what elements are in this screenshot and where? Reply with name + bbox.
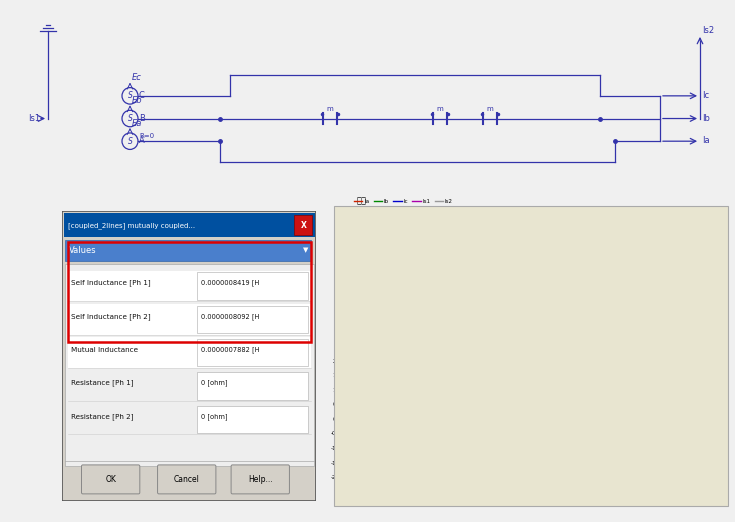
Text: R=0: R=0 [139,133,154,139]
Text: Self Inductance [Ph 1]: Self Inductance [Ph 1] [71,280,151,287]
Bar [68,371,311,401]
Bar [68,337,311,368]
Text: Help...: Help... [248,475,273,484]
Text: m: m [437,106,443,112]
Text: S: S [128,114,132,123]
Bar [65,240,311,260]
Text: S: S [128,137,132,146]
Text: Ec: Ec [132,74,142,82]
Text: m: m [487,106,493,112]
Bar [68,304,311,335]
FancyBboxPatch shape [231,465,290,494]
Text: Ia: Ia [702,136,709,145]
Bar [197,406,309,433]
Text: Is1: Is1 [28,114,40,123]
Text: ▼: ▼ [304,247,309,254]
Bar [295,215,312,235]
Text: Is2: Is2 [702,26,714,35]
Bar [68,242,311,342]
Text: S: S [128,91,132,100]
Text: 0.0000007882 [H: 0.0000007882 [H [201,347,259,353]
Text: Mutual Inductance: Mutual Inductance [71,347,138,353]
Text: A: A [139,136,145,145]
Text: Ic: Ic [702,91,709,100]
Text: Resistance [Ph 1]: Resistance [Ph 1] [71,379,134,386]
Bar [64,213,315,238]
Legend: Ia, Ib, Ic, Is1, Is2: Ia, Ib, Ic, Is1, Is2 [352,196,455,206]
Text: Eb: Eb [132,96,143,105]
Text: Cancel: Cancel [173,475,200,484]
Text: X: X [301,220,306,230]
Bar [197,372,309,400]
Legend: Ea, Eb, Ec: Ea, Eb, Ec [352,337,415,347]
Text: Self Inductance [Ph 2]: Self Inductance [Ph 2] [71,313,151,320]
Bar [197,305,309,333]
Text: Ea: Ea [132,118,143,128]
Text: B: B [139,114,145,123]
Text: OK: OK [105,475,116,484]
Bar [68,271,311,301]
FancyBboxPatch shape [157,465,216,494]
Text: Ib: Ib [702,114,710,123]
Text: Values: Values [69,246,96,255]
Text: C: C [139,91,145,100]
Text: Resistance [Ph 2]: Resistance [Ph 2] [71,413,134,420]
Text: 0 [ohm]: 0 [ohm] [201,379,227,386]
Text: m: m [326,106,334,112]
Text: 0.0000008092 [H: 0.0000008092 [H [201,313,259,320]
Bar [197,339,309,366]
Bar [68,404,311,434]
Text: 0.0000008419 [H: 0.0000008419 [H [201,280,259,287]
Bar [197,272,309,300]
FancyBboxPatch shape [82,465,140,494]
Bar [65,264,314,466]
Text: 0 [ohm]: 0 [ohm] [201,413,227,420]
Text: [coupled_2lines] mutually coupled...: [coupled_2lines] mutually coupled... [68,222,195,229]
Text: 전류: 전류 [356,196,367,205]
